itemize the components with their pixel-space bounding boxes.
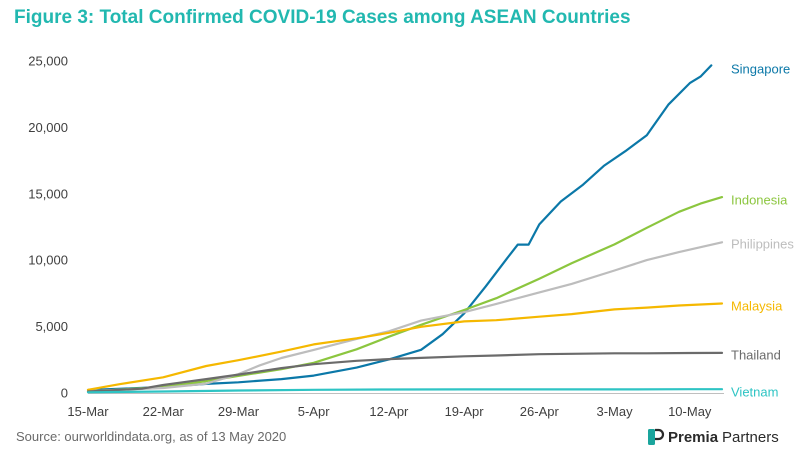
series-label-indonesia: Indonesia bbox=[731, 193, 788, 208]
y-tick-label: 20,000 bbox=[28, 120, 68, 135]
chart-title: Figure 3: Total Confirmed COVID-19 Cases… bbox=[14, 7, 631, 28]
premia-logo-icon bbox=[648, 428, 665, 445]
series-label-singapore: Singapore bbox=[731, 62, 790, 77]
series-line-thailand bbox=[86, 351, 724, 393]
plot-area: 0 5,000 10,000 15,000 20,000 25,000 15-Mar 22-M… bbox=[28, 54, 794, 420]
brand-name-part1: Premia bbox=[668, 428, 719, 446]
series-label-thailand: Thailand bbox=[731, 348, 781, 363]
x-tick-label: 29-Mar bbox=[218, 404, 260, 419]
y-tick-label: 0 bbox=[61, 386, 68, 401]
series-label-malaysia: Malaysia bbox=[731, 299, 783, 314]
series-label-vietnam: Vietnam bbox=[731, 385, 778, 400]
y-tick-label: 5,000 bbox=[35, 319, 68, 334]
series-label-philippines: Philippines bbox=[731, 237, 794, 252]
x-tick-label: 12-Apr bbox=[369, 404, 409, 419]
series-line-vietnam bbox=[86, 388, 724, 394]
y-tick-label: 10,000 bbox=[28, 253, 68, 268]
x-tick-label: 19-Apr bbox=[445, 404, 485, 419]
series-line-philippines bbox=[86, 241, 724, 393]
y-tick-label: 15,000 bbox=[28, 186, 68, 201]
series-line-singapore bbox=[86, 64, 713, 392]
x-tick-label: 3-May bbox=[596, 404, 633, 419]
x-tick-label: 15-Mar bbox=[67, 404, 109, 419]
source-note: Source: ourworldindata.org, as of 13 May… bbox=[16, 429, 287, 444]
series-line-malaysia bbox=[86, 302, 724, 391]
x-tick-label: 5-Apr bbox=[298, 404, 330, 419]
y-tick-label: 25,000 bbox=[28, 54, 68, 69]
brand-name-part2: Partners bbox=[722, 428, 779, 446]
x-tick-label: 22-Mar bbox=[143, 404, 185, 419]
brand-logo: Premia Partners bbox=[647, 428, 779, 446]
x-tick-label: 26-Apr bbox=[520, 404, 560, 419]
x-tick-label: 10-May bbox=[668, 404, 712, 419]
series-line-indonesia bbox=[86, 196, 724, 393]
